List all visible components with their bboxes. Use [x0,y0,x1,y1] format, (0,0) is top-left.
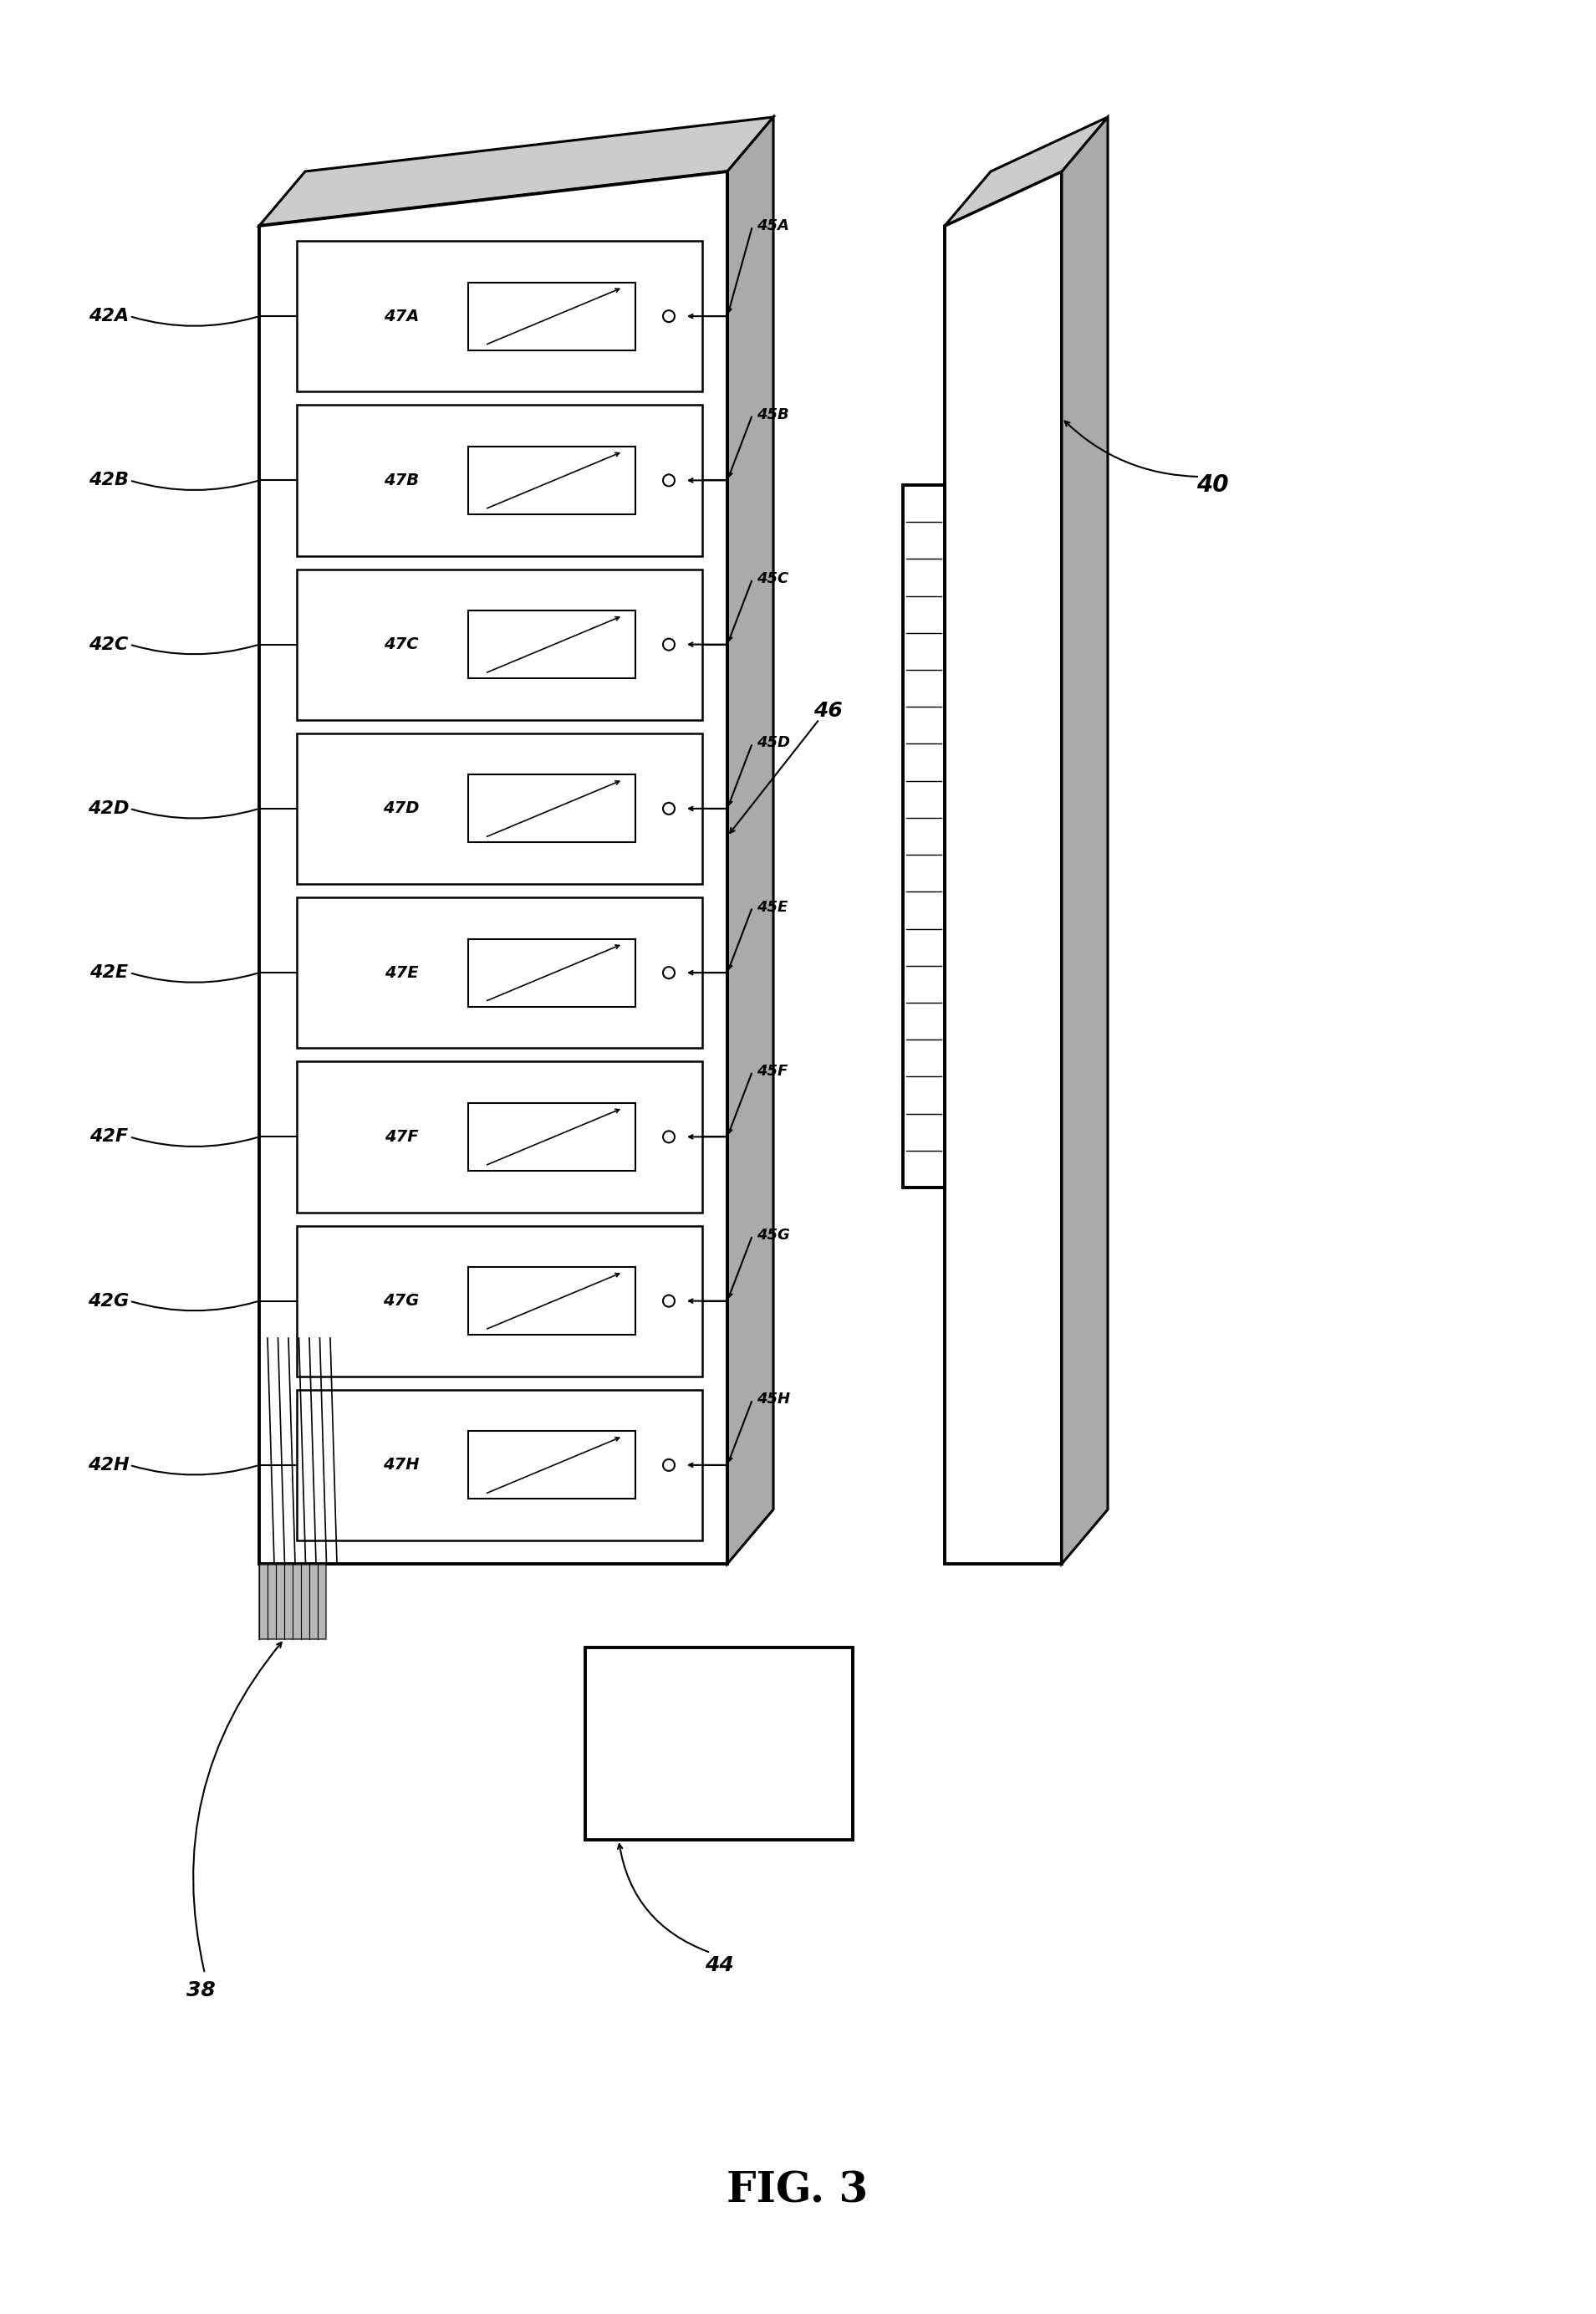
Text: 42E: 42E [89,965,128,981]
Polygon shape [468,1104,635,1171]
Text: 42G: 42G [88,1294,129,1310]
Text: 45F: 45F [757,1064,788,1078]
Text: 42C: 42C [89,636,129,653]
Text: FIG. 3: FIG. 3 [726,2171,868,2212]
Polygon shape [903,486,945,1187]
Text: 45D: 45D [757,736,790,750]
Polygon shape [945,118,1108,227]
Polygon shape [259,171,728,1564]
Text: 45C: 45C [757,572,788,585]
Text: 44: 44 [704,1955,734,1976]
Polygon shape [297,241,702,391]
Text: 42B: 42B [89,472,129,488]
Text: 45H: 45H [757,1393,790,1407]
Text: 47A: 47A [383,308,420,324]
Polygon shape [297,405,702,555]
Text: 45G: 45G [757,1229,790,1243]
Polygon shape [259,1564,326,1638]
Polygon shape [297,1062,702,1213]
Polygon shape [468,1430,635,1499]
Polygon shape [1061,118,1108,1564]
Text: 47C: 47C [385,636,418,653]
Text: 47B: 47B [383,472,418,488]
Text: 47F: 47F [385,1129,418,1145]
Polygon shape [297,734,702,884]
Text: 47H: 47H [383,1458,420,1474]
Text: 40: 40 [1195,474,1229,498]
Polygon shape [468,939,635,1007]
Text: 42F: 42F [89,1129,128,1145]
Polygon shape [945,171,1061,1564]
Polygon shape [297,898,702,1048]
Polygon shape [297,1226,702,1377]
Text: 38: 38 [187,1981,215,1999]
Polygon shape [297,1391,702,1541]
Polygon shape [468,282,635,349]
Text: 42H: 42H [88,1458,129,1474]
Polygon shape [468,447,635,514]
Text: 42D: 42D [88,801,129,817]
Text: 47E: 47E [385,965,418,981]
Polygon shape [259,118,774,227]
Text: 45B: 45B [757,407,788,421]
Text: 45E: 45E [757,900,788,914]
Polygon shape [468,1268,635,1335]
Polygon shape [586,1648,852,1840]
Polygon shape [297,569,702,720]
Polygon shape [468,775,635,842]
Text: 47D: 47D [383,801,420,817]
Text: 46: 46 [812,701,843,722]
Text: 45A: 45A [757,218,788,234]
Text: 47G: 47G [383,1294,420,1310]
Text: 42A: 42A [88,308,129,324]
Polygon shape [728,118,774,1564]
Polygon shape [468,611,635,678]
